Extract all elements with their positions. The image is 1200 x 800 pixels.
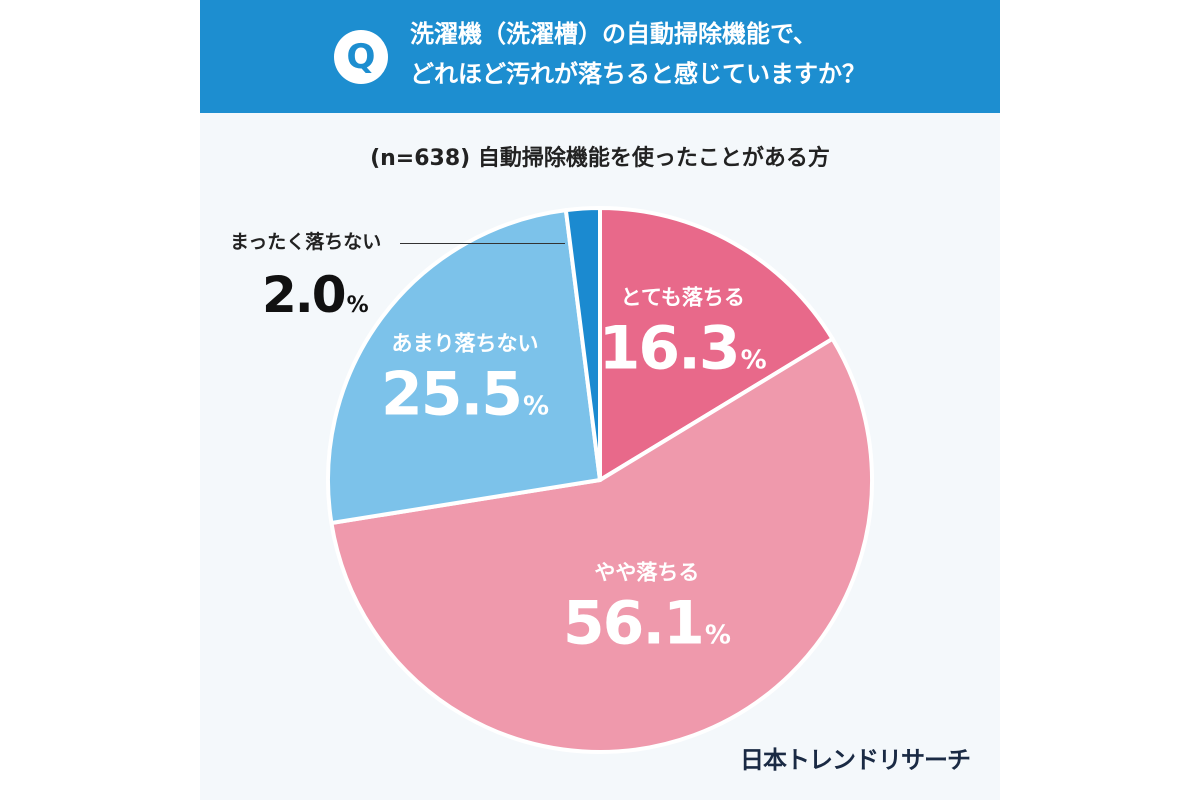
slice-unit-somewhat: % xyxy=(704,620,731,651)
survey-panel: Q 洗濯機（洗濯槽）の自動掃除機能で、 どれほど汚れが落ちると感じていますか？ … xyxy=(200,0,1000,800)
question-line-2: どれほど汚れが落ちると感じていますか？ xyxy=(410,60,866,88)
pie-slice-very xyxy=(598,206,835,482)
brand-logo: 日本トレンドリサーチ xyxy=(740,746,971,774)
slice-value-very: 16.3 xyxy=(598,313,741,384)
leader-line xyxy=(400,243,565,244)
question-banner: Q 洗濯機（洗濯槽）の自動掃除機能で、 どれほど汚れが落ちると感じていますか？ xyxy=(200,0,1000,113)
slice-label-not-at-all: 2.0% xyxy=(262,270,369,320)
slice-label-somewhat: やや落ちる 56.1% xyxy=(563,560,731,654)
slice-category-very: とても落ちる xyxy=(620,285,745,310)
slice-unit-not-much: % xyxy=(522,391,550,422)
slice-value-not-at-all: 2.0 xyxy=(262,266,347,324)
slice-unit-not-at-all: % xyxy=(346,293,369,318)
pie-slice-somewhat xyxy=(329,336,874,754)
slice-label-not-much: あまり落ちない 25.5% xyxy=(381,331,550,425)
slice-label-very: とても落ちる 16.3% xyxy=(599,285,767,379)
slice-category-somewhat: やや落ちる xyxy=(594,560,700,585)
pie-slice-not-at-all xyxy=(563,206,602,482)
slice-value-not-much: 25.5 xyxy=(380,359,523,430)
question-badge: Q xyxy=(334,30,388,84)
slice-category-not-much: あまり落ちない xyxy=(391,331,539,356)
slice-value-somewhat: 56.1 xyxy=(562,588,705,659)
question-line-1: 洗濯機（洗濯槽）の自動掃除機能で、 xyxy=(410,20,818,48)
pie-slice-not-much xyxy=(326,208,602,526)
slice-category-not-at-all: まったく落ちない xyxy=(230,231,382,253)
sample-subtitle: (n=638) 自動掃除機能を使ったことがある方 xyxy=(370,146,830,171)
pie-chart xyxy=(326,206,874,754)
slice-unit-very: % xyxy=(740,345,767,376)
